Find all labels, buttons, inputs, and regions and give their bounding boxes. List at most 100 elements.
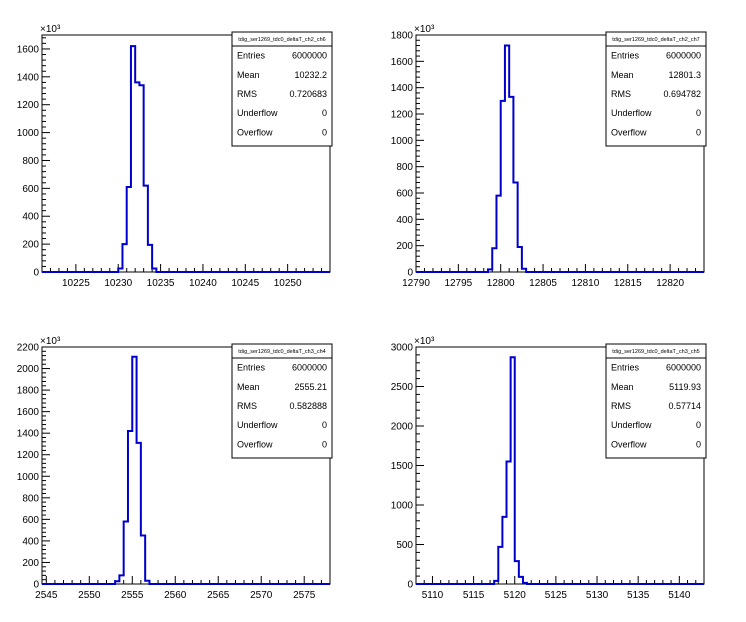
stat-label: RMS (611, 89, 631, 99)
histogram-series (42, 45, 330, 273)
stat-label: RMS (237, 89, 257, 99)
x-tick-label: 5115 (463, 590, 485, 601)
stat-label: RMS (611, 401, 631, 411)
x-tick-label: 10250 (274, 278, 302, 289)
y-tick-label: 1200 (17, 100, 40, 111)
y-tick-label: 2200 (17, 343, 40, 354)
x-tick-label: 2555 (121, 590, 144, 601)
y-tick-label: 1600 (17, 44, 40, 55)
y-tick-label: 600 (22, 184, 39, 195)
y-tick-label: 1400 (17, 429, 40, 440)
stat-label: Underflow (237, 108, 278, 118)
x-tick-label: 12795 (444, 278, 472, 289)
histogram-title: tdig_ser1269_tdc0_deltaT_ch2_ch6 (238, 37, 325, 43)
x-tick-label: 2560 (164, 590, 187, 601)
x-tick-label: 2570 (250, 590, 273, 601)
y-tick-label: 200 (396, 241, 413, 252)
y-tick-label: 800 (396, 162, 413, 173)
stats-box-frame (605, 31, 707, 147)
stat-label: Entries (237, 363, 266, 373)
stat-label: Entries (611, 51, 640, 61)
stat-value: 0 (696, 108, 701, 118)
stats-box-frame (231, 343, 333, 459)
stats-box-frame (605, 343, 707, 459)
stat-label: Mean (237, 70, 260, 80)
histogram-panel: 0 200 400 600 800 1000 1200 1400 1600 10225 10230 1… (17, 24, 333, 289)
stat-label: Overflow (237, 127, 273, 137)
stat-value: 0.720683 (289, 89, 327, 99)
stat-value: 0 (322, 127, 327, 137)
y-tick-label: 400 (22, 536, 39, 547)
histogram-panel: 0 500 1000 1500 2000 2500 3000 5110 5115 5120 5125… (391, 336, 707, 601)
y-tick-label: 800 (22, 156, 39, 167)
x-tick-label: 10235 (147, 278, 175, 289)
stat-value: 6000000 (666, 51, 701, 61)
y-tick-label: 3000 (391, 343, 414, 354)
y-tick-label: 1800 (391, 31, 414, 42)
stat-label: Overflow (611, 439, 647, 449)
stat-value: 0.57714 (668, 401, 701, 411)
stat-label: Overflow (611, 127, 647, 137)
x-tick-label: 5125 (545, 590, 568, 601)
histogram-series (416, 356, 704, 585)
stat-label: Overflow (237, 439, 273, 449)
stat-value: 2555.21 (294, 382, 327, 392)
y-tick-label: 400 (22, 212, 39, 223)
x-tick-label: 5110 (422, 590, 444, 601)
y-tick-label: 1000 (17, 472, 40, 483)
x-tick-label: 2550 (78, 590, 101, 601)
stat-label: Entries (237, 51, 266, 61)
histogram-panel: 0 200 400 600 800 1000 1200 1400 1600 1800 12790 12… (391, 24, 707, 289)
y-tick-label: 600 (22, 515, 39, 526)
stat-value: 0 (322, 439, 327, 449)
stats-box-frame (231, 31, 333, 147)
x-tick-label: 10230 (104, 278, 132, 289)
stats-box: tdig_ser1269_tdc0_deltaT_ch3_ch5 Entries 6… (605, 343, 707, 459)
y-tick-label: 1500 (391, 461, 414, 472)
stat-value: 6000000 (292, 363, 327, 373)
y-tick-label: 400 (396, 215, 413, 226)
y-tick-label: 2500 (391, 382, 414, 393)
histogram-panel: 0 200 400 600 800 1000 1200 1400 1600 1800 2000 220… (17, 336, 333, 601)
stat-label: Underflow (237, 420, 278, 430)
stat-label: RMS (237, 401, 257, 411)
y-tick-label: 1800 (17, 386, 40, 397)
histogram-title: tdig_ser1269_tdc0_deltaT_ch3_ch5 (612, 349, 699, 355)
x-tick-label: 5135 (627, 590, 650, 601)
y-tick-label: 200 (22, 558, 39, 569)
y-multiplier-label: ×10³ (40, 336, 61, 347)
x-tick-label: 12800 (487, 278, 515, 289)
y-multiplier-label: ×10³ (414, 24, 435, 35)
y-tick-label: 1000 (17, 128, 40, 139)
x-tick-label: 12820 (656, 278, 684, 289)
histogram-series (42, 355, 330, 585)
stat-value: 10232.2 (294, 70, 327, 80)
y-tick-label: 1400 (17, 72, 40, 83)
x-tick-label: 5140 (668, 590, 691, 601)
y-tick-label: 600 (396, 189, 413, 200)
stat-value: 0 (696, 127, 701, 137)
y-multiplier-label: ×10³ (414, 336, 435, 347)
stat-value: 6000000 (292, 51, 327, 61)
stats-box: tdig_ser1269_tdc0_deltaT_ch3_ch4 Entries 6… (231, 343, 333, 459)
x-tick-label: 2545 (35, 590, 58, 601)
stat-value: 5119.93 (669, 382, 701, 392)
y-tick-label: 0 (33, 580, 39, 591)
stat-label: Mean (237, 382, 260, 392)
x-tick-label: 5120 (504, 590, 527, 601)
y-tick-label: 1400 (391, 83, 414, 94)
y-tick-label: 1200 (391, 110, 414, 121)
stat-value: 0.582888 (289, 401, 327, 411)
y-tick-label: 1000 (391, 136, 414, 147)
histogram-title: tdig_ser1269_tdc0_deltaT_ch2_ch7 (612, 37, 699, 43)
stat-value: 0 (696, 420, 701, 430)
y-tick-label: 0 (407, 580, 413, 591)
y-tick-label: 800 (22, 493, 39, 504)
y-tick-label: 1000 (391, 501, 414, 512)
y-multiplier-label: ×10³ (40, 24, 61, 35)
x-tick-label: 12805 (529, 278, 557, 289)
y-tick-label: 500 (396, 540, 413, 551)
y-tick-label: 0 (33, 268, 39, 279)
stats-box: tdig_ser1269_tdc0_deltaT_ch2_ch7 Entries 6… (605, 31, 707, 147)
x-tick-label: 10245 (231, 278, 259, 289)
